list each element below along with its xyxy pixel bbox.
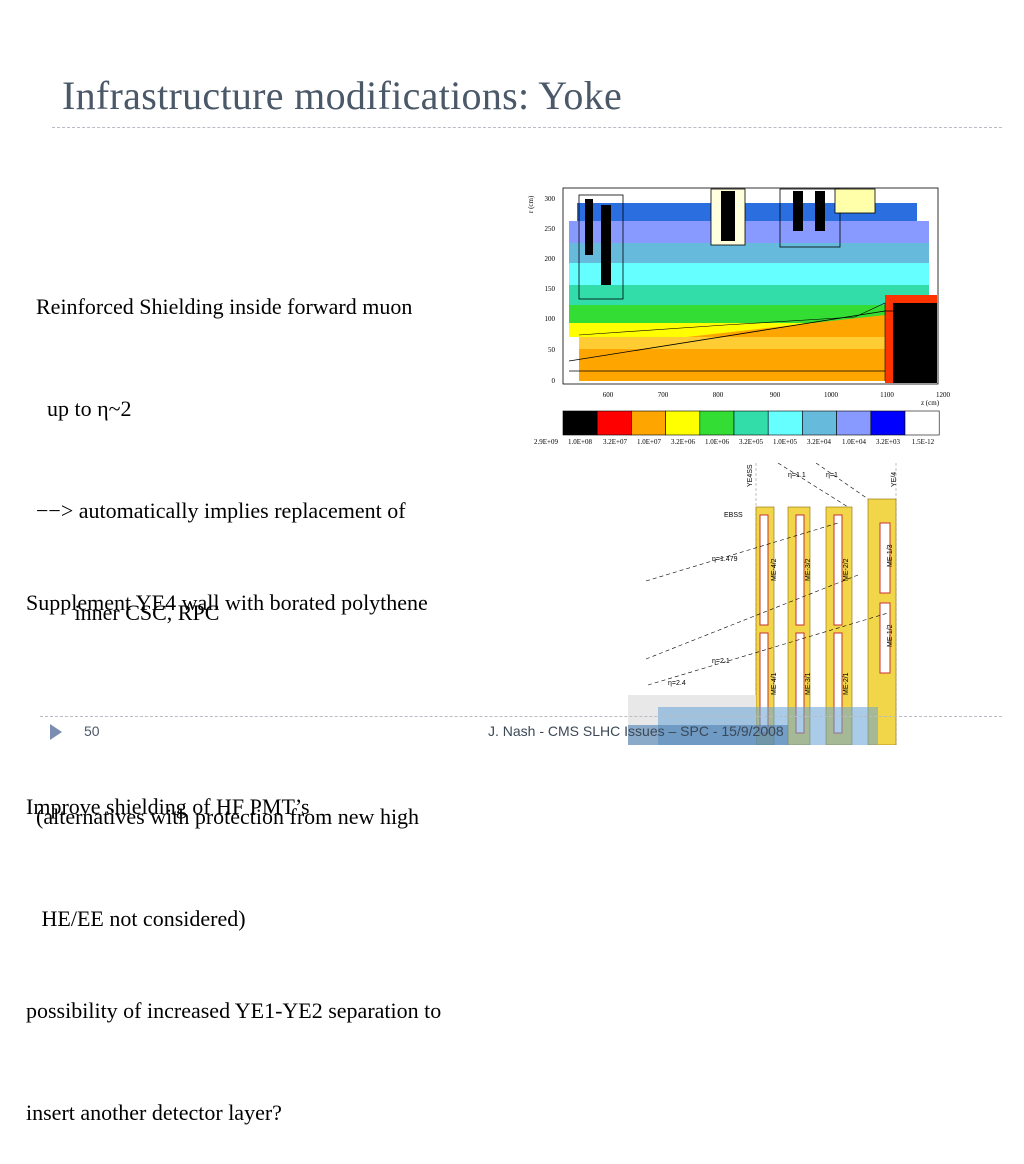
flux-colormap (564, 188, 937, 383)
y-tick: 200 (545, 255, 556, 263)
x-tick: 1000 (824, 391, 839, 399)
y-axis-label: r (cm) (527, 195, 535, 213)
text-line (26, 892, 441, 926)
scale-label: 1.0E+07 (637, 438, 661, 446)
text-line: up to η~2 (36, 396, 132, 421)
color-scale-swatch (631, 410, 666, 436)
detector-label: ME-3/2 (805, 558, 812, 581)
detector-label: η=1 (826, 472, 838, 479)
x-tick: 800 (713, 391, 724, 399)
page-number: 50 (84, 723, 100, 739)
scale-label: 1.0E+05 (773, 438, 797, 446)
flux-map-figure: r (cm) 0 50 100 150 200 250 (527, 187, 951, 446)
slide-title: Infrastructure modifications: Yoke (62, 73, 623, 118)
color-scale-swatch (733, 410, 769, 436)
scale-label: 1.0E+04 (842, 438, 866, 446)
detector-label: η=1.1 (788, 472, 806, 479)
y-tick: 100 (545, 315, 556, 323)
detector-label: ME-2/2 (843, 558, 850, 581)
y-tick: 0 (552, 377, 556, 385)
color-scale-swatch (767, 410, 803, 436)
x-axis-label: z (cm) (921, 399, 940, 407)
color-scale (562, 410, 940, 436)
text-line: insert another detector layer? (26, 1100, 282, 1125)
scale-label: 3.2E+03 (876, 438, 900, 446)
detector-label: YE/4 (891, 472, 898, 487)
text-line: Supplement YE4 wall with borated polythe… (26, 590, 428, 615)
text-line: Improve shielding of HF PMT’s (26, 794, 310, 819)
y-ticks: 0 50 100 150 200 250 300 (545, 195, 556, 385)
color-scale-swatch (665, 410, 701, 436)
x-ticks: 600 700 800 900 1000 1100 1200 z (cm) (603, 391, 951, 407)
x-tick: 1200 (936, 391, 951, 399)
x-tick: 700 (658, 391, 669, 399)
color-scale-swatch (596, 410, 632, 436)
detector-label: ME-3/1 (805, 672, 812, 695)
x-tick: 600 (603, 391, 614, 399)
detector-label: EBSS (724, 512, 743, 519)
y-tick: 250 (545, 225, 556, 233)
color-scale-swatch (699, 410, 735, 436)
scale-label: 3.2E+04 (807, 438, 831, 446)
text-line: −−> automatically implies replacement of (36, 498, 406, 523)
text-line: inner CSC, RPC (36, 600, 220, 625)
y-tick: 150 (545, 285, 556, 293)
footer-divider (40, 716, 1002, 717)
color-scale-swatch (904, 410, 940, 436)
text-line: Reinforced Shielding inside forward muon (36, 294, 413, 319)
scale-label: 3.2E+06 (671, 438, 695, 446)
text-block-improvements: Supplement YE4 wall with borated polythe… (26, 518, 441, 1164)
detector-label: ME-2/1 (843, 672, 850, 695)
color-scale-swatch (802, 410, 837, 436)
detector-label: η=2.1 (712, 658, 730, 665)
color-scale-swatch (870, 410, 906, 436)
scale-label: 1.5E-12 (912, 438, 935, 446)
detector-label: ME-4/2 (771, 558, 778, 581)
detector-label: η=1.479 (712, 556, 738, 563)
color-scale-swatch (836, 410, 872, 436)
detector-label: YE4SS (747, 464, 754, 487)
detector-label: ME-1/3 (887, 544, 894, 567)
footer-text: J. Nash - CMS SLHC Issues – SPC - 15/9/2… (488, 723, 784, 739)
detector-layout-figure: YE4SS η=1.1 η=1 YE/4 EBSS η=1.479 η=2.1 … (628, 463, 910, 745)
y-tick: 50 (548, 346, 556, 354)
y-tick: 300 (545, 195, 556, 203)
scale-label: 1.0E+06 (705, 438, 729, 446)
scale-label: 3.2E+05 (739, 438, 763, 446)
title-divider (52, 127, 1002, 128)
scale-label: 2.9E+09 (534, 438, 558, 446)
color-scale-swatch (562, 410, 598, 436)
bullet-arrow-icon (50, 724, 62, 740)
scale-label: 1.0E+08 (568, 438, 592, 446)
text-line: possibility of increased YE1-YE2 separat… (26, 998, 442, 1023)
detector-label: η=2.4 (668, 680, 686, 687)
detector-label: ME-4/1 (771, 672, 778, 695)
x-tick: 1100 (880, 391, 894, 399)
detector-label: ME-1/2 (887, 624, 894, 647)
x-tick: 900 (770, 391, 781, 399)
yoke-structures (628, 498, 897, 745)
scale-label: 3.2E+07 (603, 438, 627, 446)
color-scale-labels: 2.9E+09 1.0E+08 3.2E+07 1.0E+07 3.2E+06 … (534, 438, 935, 446)
